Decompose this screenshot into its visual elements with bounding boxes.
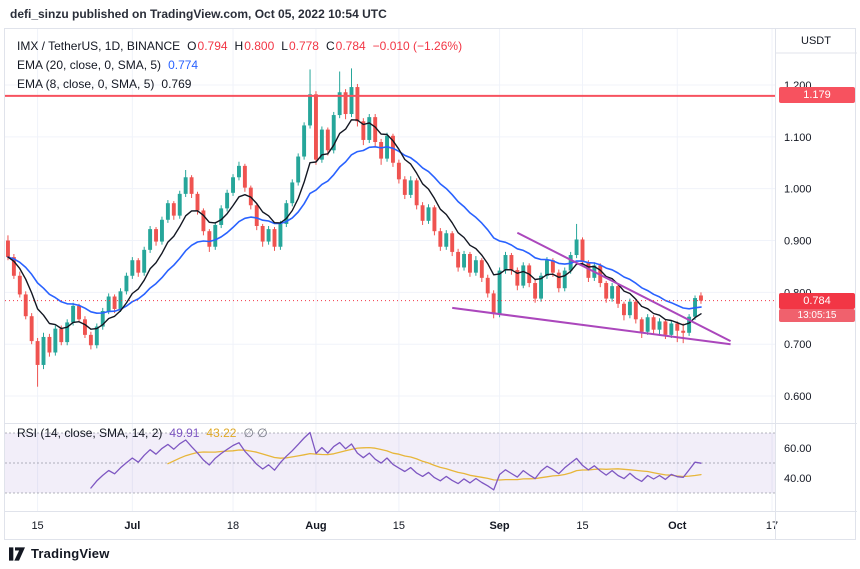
close-value: C0.784 [325, 39, 366, 53]
svg-text:18: 18 [227, 520, 239, 532]
axis-labels: 0.6000.7000.8000.9001.0001.1001.20015Jul… [31, 80, 811, 532]
ema20-value: 0.774 [168, 58, 199, 72]
ema20-label: EMA (20, close, 0, SMA, 5) [17, 58, 162, 72]
change-value: −0.010 (−1.26%) [372, 39, 463, 53]
publish-text: defi_sinzu published on TradingView.com,… [10, 7, 387, 21]
open-value: O0.794 [187, 39, 228, 53]
svg-text:1.100: 1.100 [784, 132, 812, 144]
svg-text:15: 15 [576, 520, 588, 532]
svg-text:60.00: 60.00 [784, 443, 812, 455]
rsi-ma-value: 43.22 [206, 426, 237, 440]
alert-price-badge: 1.179 [779, 87, 855, 103]
main-legend: IMX / TetherUS, 1D, BINANCE O0.794 H0.80… [17, 37, 462, 94]
rsi-band [5, 432, 775, 494]
ema-lines [7, 119, 702, 330]
price-lines [5, 94, 775, 302]
ema8-label: EMA (8, close, 0, SMA, 5) [17, 77, 155, 91]
ema8-value: 0.769 [161, 77, 192, 91]
svg-text:1.000: 1.000 [784, 184, 812, 196]
rsi-legend-row[interactable]: RSI (14, close, SMA, 14, 2) 49.91 43.22 … [17, 426, 268, 440]
svg-text:0.700: 0.700 [784, 339, 812, 351]
high-value: H0.800 [234, 39, 275, 53]
countdown-badge: 13:05:15 [779, 309, 855, 322]
rsi-empty-values: ∅ ∅ [243, 426, 268, 440]
ema8-legend-row[interactable]: EMA (8, close, 0, SMA, 5) 0.769 [17, 75, 462, 94]
svg-text:17: 17 [766, 520, 778, 532]
rsi-value: 49.91 [169, 426, 200, 440]
svg-text:40.00: 40.00 [784, 473, 812, 485]
brand-name[interactable]: TradingView [31, 546, 110, 561]
svg-text:Aug: Aug [305, 520, 326, 532]
symbol-legend-row[interactable]: IMX / TetherUS, 1D, BINANCE O0.794 H0.80… [17, 37, 462, 56]
svg-text:Jul: Jul [124, 520, 140, 532]
svg-text:Sep: Sep [489, 520, 509, 532]
svg-text:15: 15 [393, 520, 405, 532]
rsi-lines [90, 431, 702, 491]
chart-canvas[interactable]: 0.6000.7000.8000.9001.0001.1001.20015Jul… [5, 29, 857, 539]
rsi-label: RSI (14, close, SMA, 14, 2) [17, 426, 163, 440]
publish-header: defi_sinzu published on TradingView.com,… [0, 0, 860, 28]
symbol-title: IMX / TetherUS, 1D, BINANCE [17, 39, 181, 53]
chart-card: 0.6000.7000.8000.9001.0001.1001.20015Jul… [4, 28, 857, 540]
trendlines [452, 231, 732, 346]
svg-text:0.600: 0.600 [784, 391, 812, 403]
last-price-badge: 0.784 [779, 293, 855, 309]
separators [5, 29, 857, 539]
candles [6, 68, 703, 387]
svg-text:15: 15 [31, 520, 43, 532]
footer: TradingView [0, 540, 860, 567]
low-value: L0.778 [281, 39, 319, 53]
ema20-legend-row[interactable]: EMA (20, close, 0, SMA, 5) 0.774 [17, 56, 462, 75]
price-axis-unit[interactable]: USDT [801, 35, 831, 47]
svg-text:0.900: 0.900 [784, 236, 812, 248]
tradingview-logo-icon[interactable] [9, 546, 25, 561]
svg-text:Oct: Oct [668, 520, 687, 532]
